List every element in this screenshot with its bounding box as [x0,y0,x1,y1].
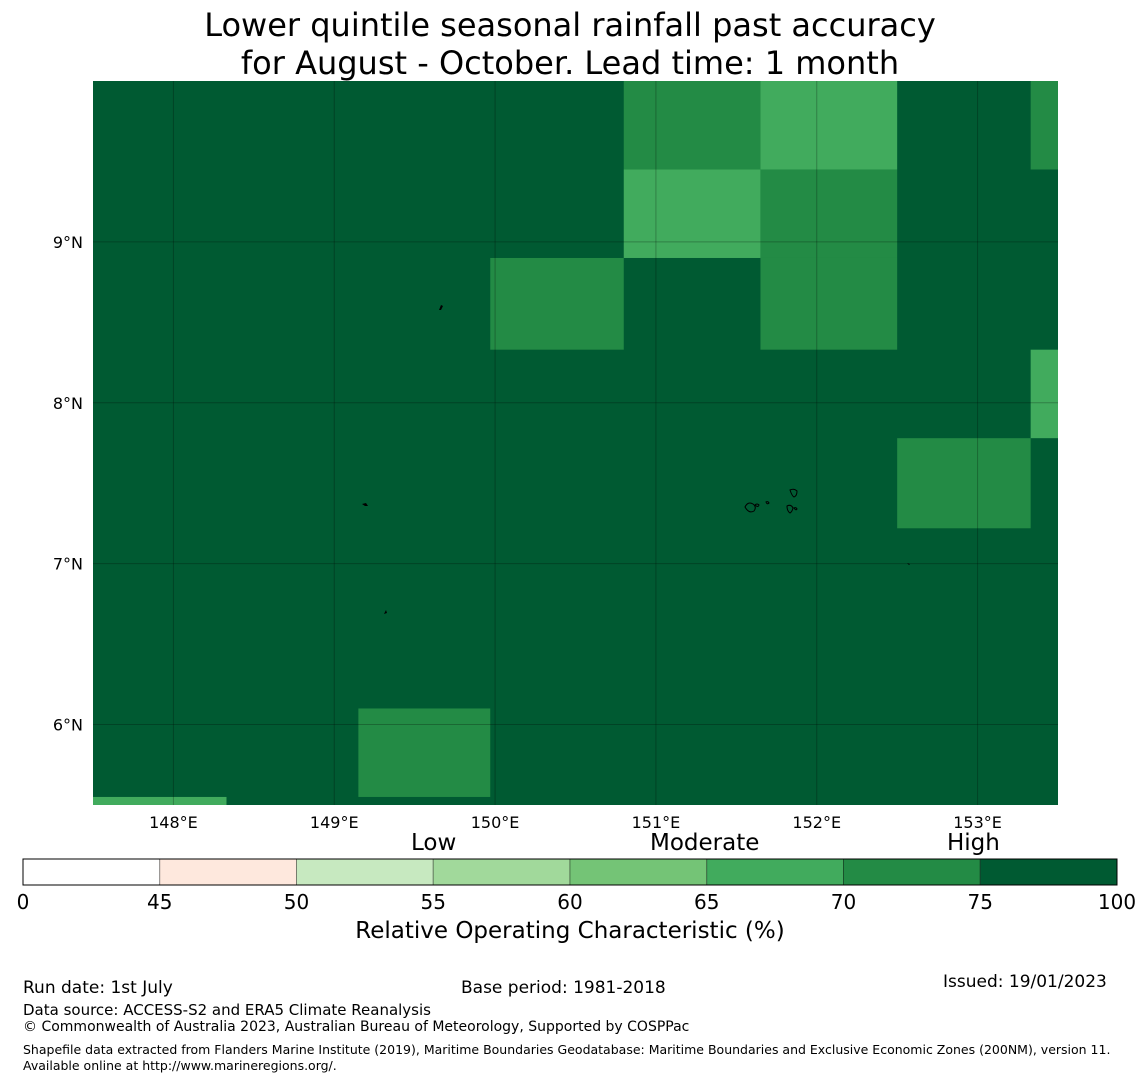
longitude-label: 152°E [792,813,841,832]
longitude-label: 148°E [149,813,198,832]
shapefile-note: Shapefile data extracted from Flanders M… [23,1042,1111,1073]
colorbar-segment [432,858,571,886]
accuracy-cell [897,438,1031,529]
longitude-label: 151°E [632,813,681,832]
island-outlines [362,305,910,614]
colorbar-tick-label: 45 [147,890,173,914]
graticule [93,81,1058,805]
data-source: Data source: ACCESS-S2 and ERA5 Climate … [23,1001,431,1019]
colorbar-tick-label: 75 [967,890,993,914]
island-group [744,488,798,514]
latitude-label: 6°N [53,716,83,735]
colorbar-segment [159,858,297,886]
accuracy-cell [760,257,898,350]
copyright: © Commonwealth of Australia 2023, Austra… [23,1019,690,1035]
colorbar-label-high: High [947,830,1000,856]
island-outline [384,610,387,614]
colorbar-segment [569,858,708,886]
accuracy-cell [358,708,491,797]
colorbar-tick-label: 60 [557,890,583,914]
accuracy-cells [93,81,1058,805]
accuracy-cell [1030,349,1058,439]
island-outline [439,305,443,310]
island-outline [907,563,910,565]
colorbar-border [22,858,1118,886]
map-canvas: 9°N 8°N 7°N 6°N 148°E 149°E 150°E 151°E 152°E 15… [53,81,1058,832]
base-period: Base period: 1981-2018 [461,978,666,998]
accuracy-cell [1030,81,1058,170]
accuracy-cell [760,169,898,258]
colorbar-tick-label: 70 [830,890,857,914]
latitude-label: 9°N [53,233,83,252]
colorbar-title: Relative Operating Characteristic (%) [355,918,785,944]
colorbar-label-moderate: Moderate [650,830,760,856]
run-date: Run date: 1st July [23,978,173,998]
latitude-label: 7°N [53,555,83,574]
longitude-label: 150°E [471,813,520,832]
latitude-label: 8°N [53,394,83,413]
latitude-labels: 9°N 8°N 7°N 6°N [53,233,83,735]
accuracy-cell [490,257,624,350]
colorbar-tick-label: 100 [1097,890,1137,914]
colorbar-tick-label: 0 [16,890,30,914]
accuracy-cell [93,796,227,805]
accuracy-cell [623,169,761,258]
colorbar-tick-label: 55 [420,890,446,914]
colorbar-segment [979,858,1118,886]
colorbar-label-low: Low [411,830,457,856]
colorbar-tick-label: 65 [694,890,720,914]
longitude-labels: 148°E 149°E 150°E 151°E 152°E 153°E [149,813,1002,832]
colorbar-segment [296,858,434,886]
longitude-label: 149°E [310,813,359,832]
title-line-1: Lower quintile seasonal rainfall past ac… [204,6,936,44]
colorbar [22,858,1118,886]
accuracy-cell [623,81,761,170]
colorbar-tick-label: 50 [283,890,310,914]
island-outline [362,503,368,506]
map-title: Lower quintile seasonal rainfall past ac… [0,6,1140,82]
longitude-label: 153°E [953,813,1002,832]
title-line-2: for August - October. Lead time: 1 month [240,44,900,82]
colorbar-segment [22,858,161,886]
colorbar-segment [843,858,981,886]
colorbar-segment [706,858,844,886]
accuracy-cell [760,81,898,170]
issued-date: Issued: 19/01/2023 [943,972,1107,992]
